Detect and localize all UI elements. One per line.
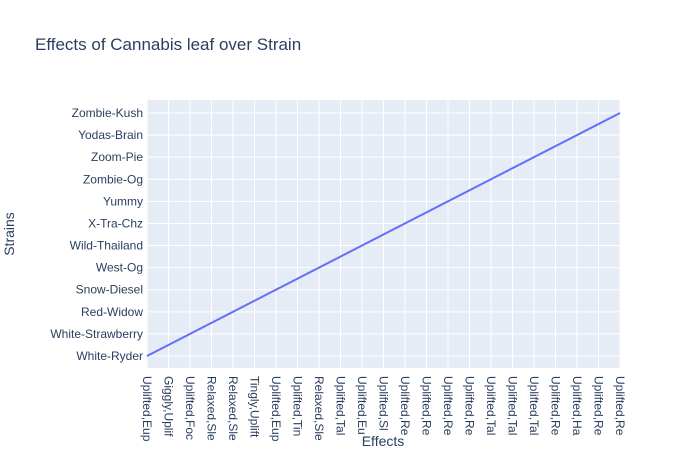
x-tick-label: Relaxed,Sle [226,376,240,441]
x-tick-label: Uplifted,Re [613,376,627,436]
x-tick-label: Uplifted,Re [463,376,477,436]
y-tick-label: White-Ryder [76,349,143,363]
x-tick-label: Uplifted,Tal [334,376,348,435]
x-tick-label: Uplifted,Re [420,376,434,436]
series-layer [146,112,621,357]
x-tick-label: Uplifted,Re [592,376,606,436]
y-tick-label: Yodas-Brain [78,128,143,142]
y-axis-title: Strains [1,212,17,256]
x-tick-label: Uplifted,Ha [570,376,584,436]
x-tick-label: Uplifted,Re [441,376,455,436]
grid-lines [146,100,621,368]
y-axis-ticks: White-Ryder White-Strawberry Red-Widow Snow… [50,106,143,363]
x-tick-label: Uplifted,Sl [377,376,391,431]
y-tick-label: White-Strawberry [50,327,143,341]
x-axis-ticks: Uplifted,Eup Giggly,Uplif Uplifted,Foc Rela… [140,376,627,442]
x-tick-label: Uplifted,Re [398,376,412,436]
y-tick-label: Zombie-Og [83,172,143,186]
x-tick-label: Uplifted,Re [549,376,563,436]
y-tick-label: X-Tra-Chz [88,216,143,230]
y-tick-label: Yummy [103,194,143,208]
x-axis-title: Effects [362,433,405,449]
x-tick-label: Relaxed,Sle [205,376,219,441]
x-tick-label: Uplifted,Tal [506,376,520,435]
y-tick-label: West-Og [96,261,143,275]
y-tick-label: Zombie-Kush [72,106,143,120]
x-tick-label: Uplifted,Tal [484,376,498,435]
x-tick-label: Uplifted,Eup [269,376,283,442]
chart-title: Effects of Cannabis leaf over Strain [35,35,301,54]
x-tick-label: Uplifted,Eu [355,376,369,435]
y-tick-label: Wild-Thailand [70,239,143,253]
x-tick-label: Uplifted,Foc [183,376,197,440]
x-tick-label: Giggly,Uplif [162,376,176,437]
y-tick-label: Snow-Diesel [76,283,143,297]
y-tick-label: Zoom-Pie [91,150,143,164]
series-line [146,112,621,357]
x-tick-label: Uplifted,Eup [140,376,154,442]
x-tick-label: Uplifted,Tal [527,376,541,435]
y-tick-label: Red-Widow [81,305,143,319]
x-tick-label: Relaxed,Sle [312,376,326,441]
x-tick-label: Uplifted,Tin [291,376,305,436]
x-tick-label: Tingly,Uplift [248,376,262,438]
